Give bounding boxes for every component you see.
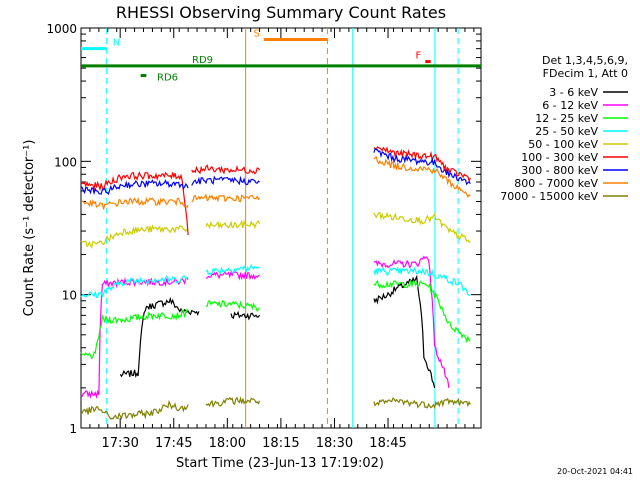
series-line-3 — [80, 275, 189, 299]
series-line-8 — [373, 397, 471, 410]
x-tick-label: 18:30 — [316, 436, 353, 451]
legend-label-7: 800 - 7000 keV — [514, 177, 598, 190]
legend: Det 1,3,4,5,6,9, FDecim 1, Att 0 3 - 6 k… — [500, 54, 628, 203]
series-line-5 — [373, 146, 471, 183]
series-line-7 — [191, 193, 261, 203]
y-tick-label: 1 — [69, 422, 77, 436]
series-line-4 — [205, 219, 261, 230]
y-tick-label: 10 — [62, 289, 77, 303]
chart-title: RHESSI Observing Summary Count Rates — [116, 3, 446, 22]
series-line-4 — [373, 211, 471, 243]
series-line-8 — [80, 399, 189, 420]
legend-header-line-1: Det 1,3,4,5,6,9, — [542, 54, 628, 67]
indicator-label-rd9: RD9 — [192, 55, 213, 66]
x-tick-label: 17:45 — [155, 436, 192, 451]
x-tick-label: 18:45 — [369, 436, 406, 451]
y-tick-label: 100 — [54, 155, 77, 169]
indicator-label-rd6: RD6 — [157, 73, 178, 84]
generated-timestamp: 20-Oct-2021 04:41 — [557, 467, 633, 476]
series-line-4 — [80, 224, 189, 250]
series-line-6 — [373, 148, 471, 186]
series-line-1 — [80, 276, 189, 400]
series-line-1 — [373, 255, 450, 388]
series-line-7 — [81, 196, 189, 210]
series-line-6 — [80, 179, 189, 196]
y-axis-label: Count Rate (s⁻¹ detector⁻¹) — [22, 140, 37, 317]
legend-label-2: 12 - 25 keV — [535, 112, 598, 125]
series-line-8 — [205, 396, 261, 408]
series-line-3 — [373, 266, 471, 297]
legend-header-line-2: FDecim 1, Att 0 — [543, 67, 628, 80]
series-line-0 — [373, 274, 436, 389]
series-line-5 — [80, 170, 189, 236]
legend-label-5: 100 - 300 keV — [521, 151, 598, 164]
series-line-3 — [205, 263, 260, 276]
series-line-5 — [191, 164, 261, 175]
series-line-0 — [230, 310, 261, 321]
y-tick-label: 1000 — [46, 22, 77, 36]
series-line-2 — [205, 300, 261, 313]
plot-area: 1 10 100 1000 17:30 17:45 18:00 18:15 18:30 18:45… — [46, 22, 482, 451]
legend-label-4: 50 - 100 keV — [528, 138, 598, 151]
legend-label-6: 300 - 800 keV — [521, 164, 598, 177]
series-line-0 — [119, 296, 200, 379]
legend-label-3: 25 - 50 keV — [535, 125, 598, 138]
x-axis-label: Start Time (23-Jun-13 17:19:02) — [176, 456, 384, 471]
series-line-6 — [191, 175, 260, 186]
indicator-label-n: N — [113, 38, 120, 49]
legend-label-8: 7000 - 15000 keV — [500, 190, 598, 203]
x-tick-label: 18:15 — [262, 436, 299, 451]
x-tick-label: 18:00 — [209, 436, 246, 451]
series-line-7 — [373, 155, 471, 199]
legend-label-0: 3 - 6 keV — [549, 86, 598, 99]
indicator-label-s: S — [253, 28, 259, 39]
indicator-label-f: F — [416, 51, 422, 62]
series-line-1 — [205, 270, 260, 281]
legend-label-1: 6 - 12 keV — [542, 99, 598, 112]
series-line-2 — [80, 308, 189, 360]
x-tick-label: 17:30 — [101, 436, 138, 451]
series-line-2 — [373, 278, 471, 344]
